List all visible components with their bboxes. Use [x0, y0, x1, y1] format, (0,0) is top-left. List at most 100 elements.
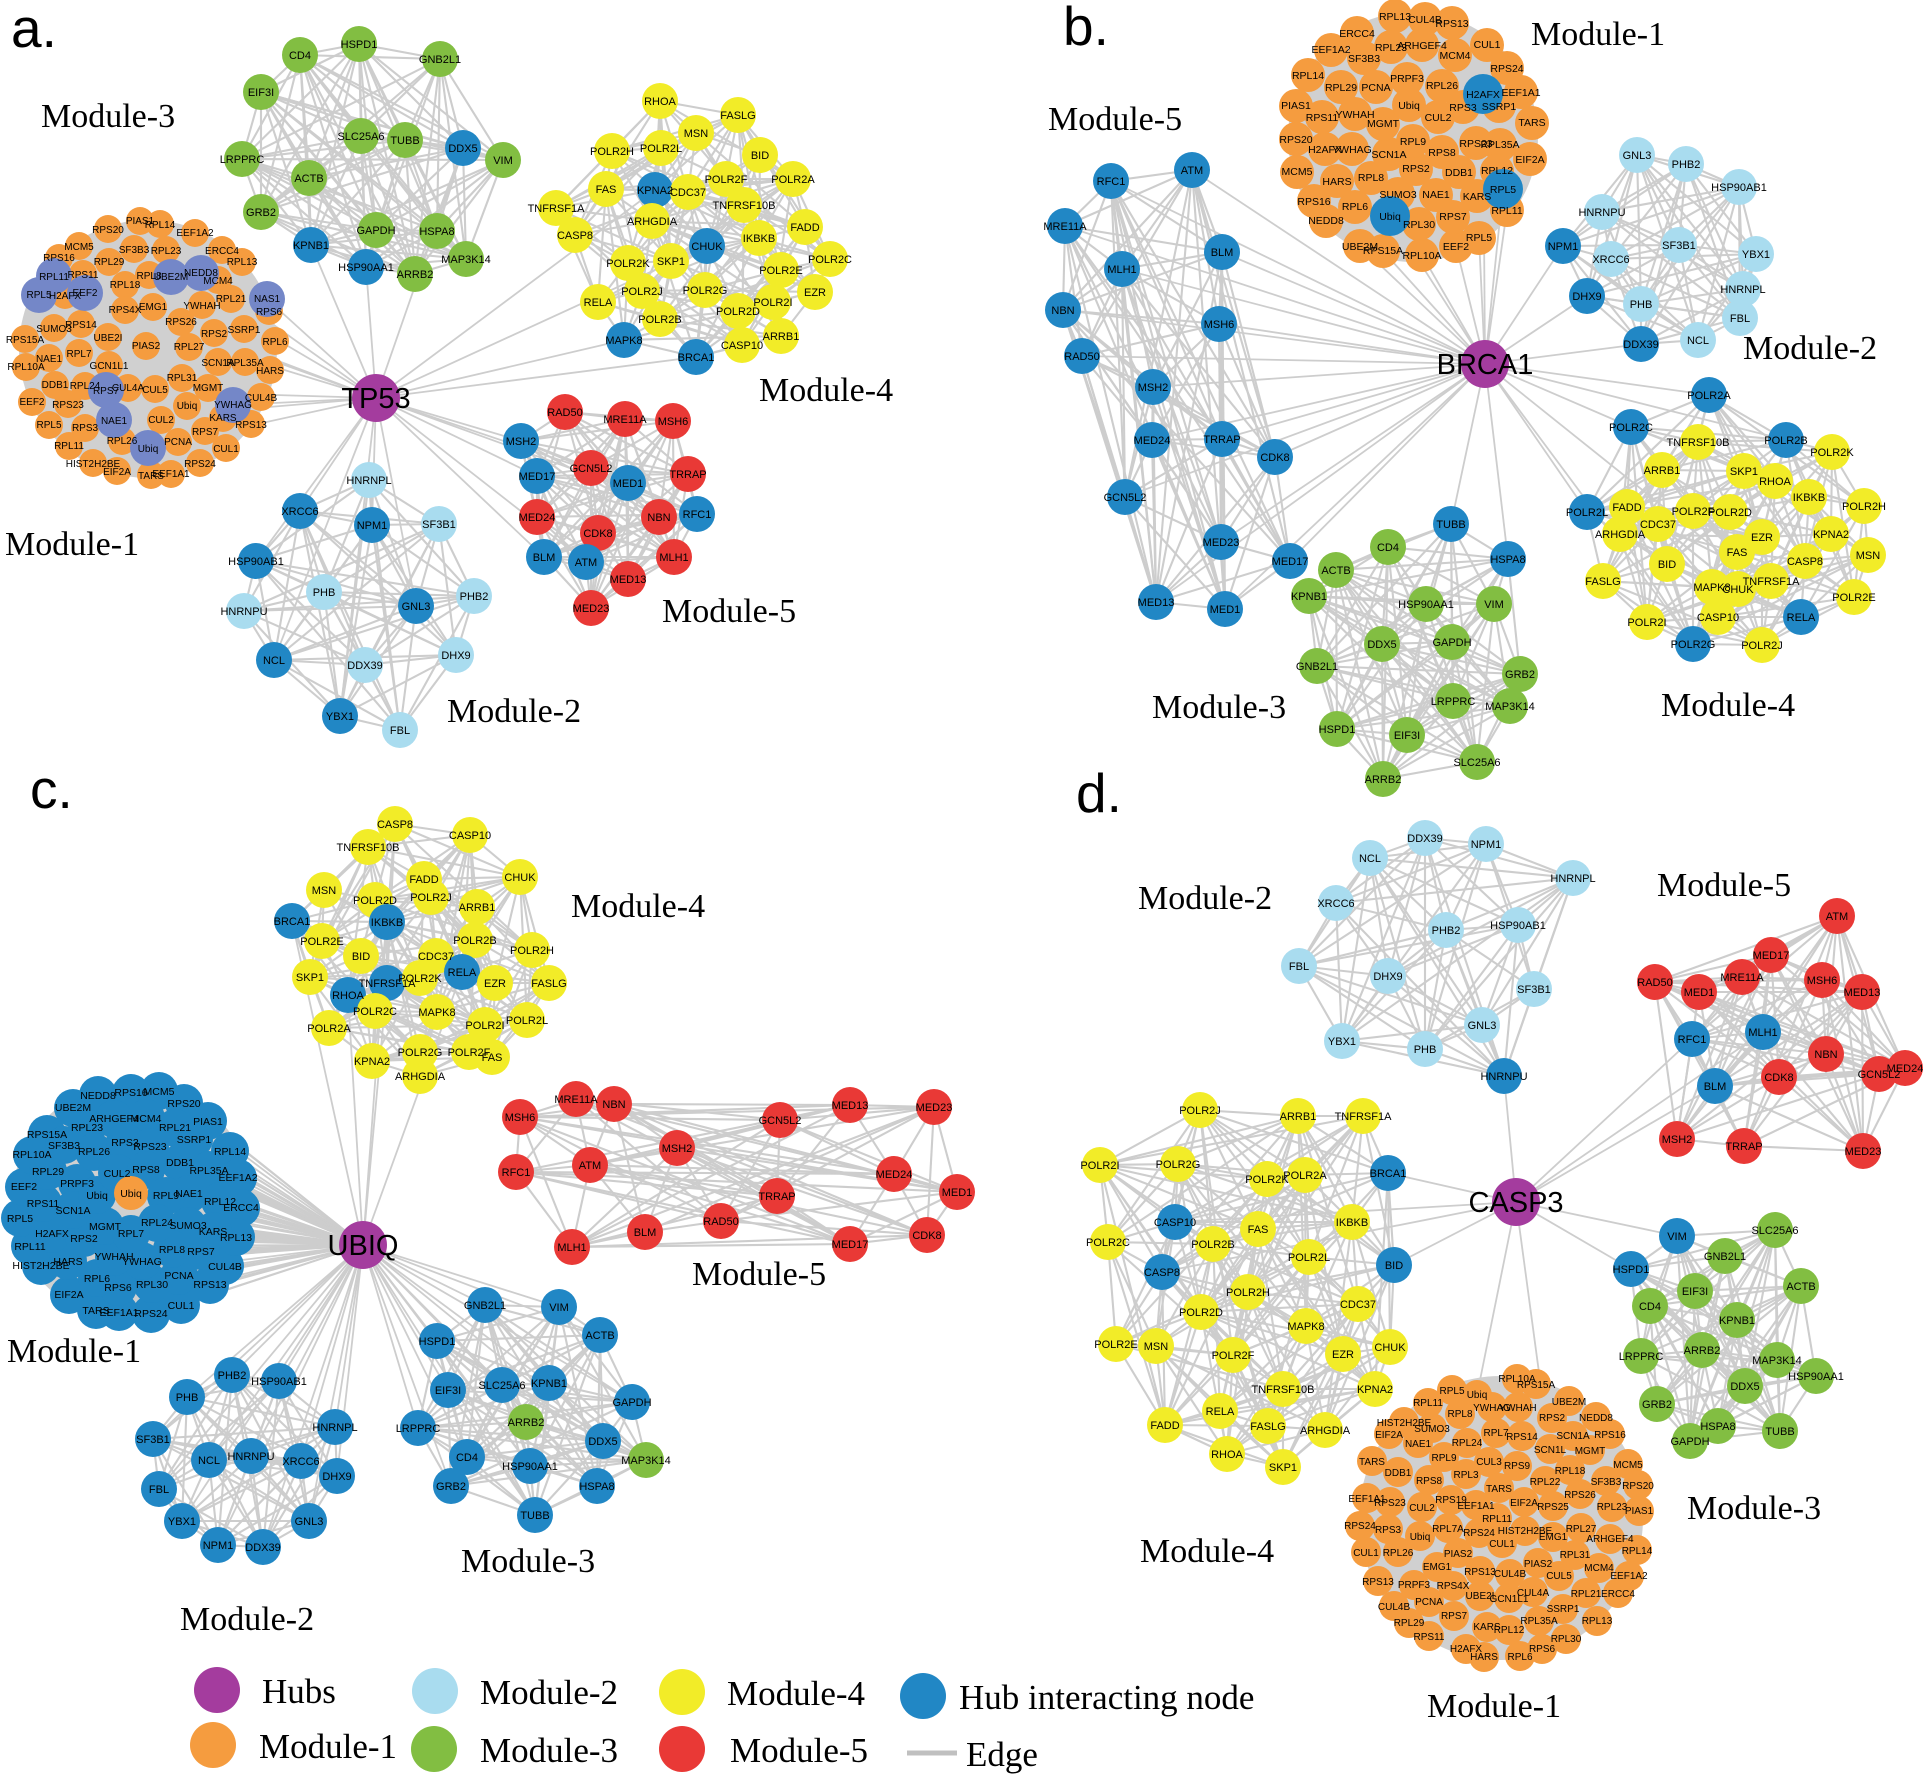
svg-text:PIAS2: PIAS2	[1524, 1559, 1553, 1570]
svg-text:HIST2H2BE: HIST2H2BE	[12, 1260, 69, 1272]
svg-text:BRCA1: BRCA1	[274, 916, 311, 928]
svg-text:ATM: ATM	[1181, 165, 1203, 177]
svg-text:SF3B3: SF3B3	[1591, 1477, 1622, 1488]
svg-text:POLR2D: POLR2D	[353, 895, 397, 907]
svg-text:RPL31: RPL31	[1560, 1550, 1591, 1561]
svg-text:CASP8: CASP8	[1144, 1267, 1180, 1279]
svg-text:POLR2E: POLR2E	[300, 936, 343, 948]
svg-text:HARS: HARS	[1322, 176, 1351, 188]
svg-text:CD4: CD4	[289, 50, 311, 62]
svg-text:MCM5: MCM5	[144, 1086, 175, 1098]
svg-text:RPS6: RPS6	[256, 307, 283, 318]
svg-text:POLR2F: POLR2F	[1672, 506, 1715, 518]
svg-text:YWHAH: YWHAH	[183, 301, 220, 312]
svg-text:POLR2K: POLR2K	[606, 258, 650, 270]
svg-text:DDX5: DDX5	[588, 1436, 617, 1448]
svg-text:RPL26: RPL26	[1426, 80, 1458, 92]
svg-text:RPL30: RPL30	[1403, 219, 1435, 231]
svg-text:EEF2: EEF2	[11, 1181, 37, 1193]
svg-text:PHB: PHB	[176, 1392, 199, 1404]
svg-text:Module-2: Module-2	[447, 693, 581, 730]
svg-text:TNFRSF1A: TNFRSF1A	[528, 203, 586, 215]
svg-text:ACTB: ACTB	[1321, 565, 1350, 577]
svg-text:Ubiq: Ubiq	[1467, 1390, 1488, 1401]
svg-text:RPL6: RPL6	[84, 1273, 110, 1285]
svg-text:RPS26: RPS26	[165, 317, 197, 328]
svg-text:FAS: FAS	[596, 184, 617, 196]
svg-text:MCM5: MCM5	[64, 242, 94, 253]
svg-text:HSP90AB1: HSP90AB1	[251, 1376, 307, 1388]
svg-text:MAPK8: MAPK8	[418, 1007, 455, 1019]
svg-text:MSH6: MSH6	[1204, 319, 1235, 331]
svg-text:RPL23: RPL23	[1597, 1502, 1628, 1513]
svg-text:PHB2: PHB2	[1432, 925, 1461, 937]
svg-text:EIF2A: EIF2A	[54, 1289, 83, 1301]
svg-text:Module-3: Module-3	[1152, 689, 1286, 726]
svg-text:HSPD1: HSPD1	[1319, 724, 1356, 736]
svg-text:UBE2M: UBE2M	[1342, 241, 1378, 253]
svg-text:MSH2: MSH2	[662, 1143, 693, 1155]
svg-text:Module-1: Module-1	[1427, 1688, 1561, 1725]
svg-text:KPNB1: KPNB1	[1719, 1315, 1755, 1327]
svg-text:FADD: FADD	[409, 874, 438, 886]
svg-text:RPL29: RPL29	[32, 1166, 64, 1178]
svg-text:RPS3: RPS3	[1449, 102, 1477, 114]
svg-text:RPS6: RPS6	[104, 1282, 132, 1294]
svg-text:KPNB1: KPNB1	[293, 240, 329, 252]
svg-text:Hubs: Hubs	[262, 1672, 336, 1711]
svg-text:RPL29: RPL29	[94, 257, 125, 268]
svg-text:RPL8: RPL8	[159, 1244, 185, 1256]
svg-text:MED17: MED17	[519, 471, 556, 483]
svg-text:MAP3K14: MAP3K14	[621, 1455, 671, 1467]
svg-text:SF3B1: SF3B1	[1662, 240, 1696, 252]
svg-text:FADD: FADD	[1150, 1420, 1179, 1432]
svg-text:RPS13: RPS13	[1435, 18, 1468, 30]
svg-text:BRCA1: BRCA1	[1437, 349, 1534, 381]
svg-text:POLR2A: POLR2A	[1687, 390, 1731, 402]
svg-text:MED1: MED1	[1210, 604, 1241, 616]
svg-text:FAS: FAS	[1727, 547, 1748, 559]
svg-text:RPL11: RPL11	[1482, 1514, 1512, 1525]
svg-text:PHB: PHB	[313, 587, 336, 599]
svg-text:ARRB1: ARRB1	[1280, 1111, 1317, 1123]
svg-text:MCM4: MCM4	[131, 1113, 162, 1125]
svg-text:MLH1: MLH1	[1748, 1027, 1777, 1039]
svg-text:HSP90AB1: HSP90AB1	[1711, 182, 1767, 194]
svg-text:CUL4A: CUL4A	[112, 383, 145, 394]
svg-text:KARS: KARS	[199, 1226, 228, 1238]
svg-text:POLR2H: POLR2H	[1226, 1287, 1270, 1299]
svg-text:RHOA: RHOA	[1759, 476, 1791, 488]
svg-text:ATM: ATM	[579, 1160, 601, 1172]
svg-text:SLC25A6: SLC25A6	[1751, 1225, 1798, 1237]
svg-text:PHB2: PHB2	[1672, 159, 1701, 171]
svg-text:DHX9: DHX9	[441, 650, 470, 662]
svg-text:CUL5: CUL5	[142, 385, 168, 396]
svg-text:NEDD8: NEDD8	[184, 268, 218, 279]
svg-text:VIM: VIM	[1667, 1231, 1687, 1243]
svg-text:FADD: FADD	[1612, 502, 1641, 514]
svg-text:TARS: TARS	[1518, 117, 1545, 129]
svg-text:CDK8: CDK8	[1764, 1072, 1793, 1084]
svg-text:POLR2H: POLR2H	[590, 146, 634, 158]
svg-text:GAPDH: GAPDH	[1670, 1436, 1709, 1448]
svg-text:Module-2: Module-2	[1743, 330, 1877, 367]
svg-text:MLH1: MLH1	[557, 1242, 586, 1254]
svg-text:HARS: HARS	[256, 366, 284, 377]
svg-text:RPL23: RPL23	[71, 1122, 103, 1134]
svg-text:ACTB: ACTB	[294, 173, 323, 185]
svg-text:RPS7: RPS7	[192, 427, 219, 438]
svg-text:HNRNPL: HNRNPL	[1720, 284, 1765, 296]
svg-text:MSH2: MSH2	[506, 436, 537, 448]
svg-text:POLR2E: POLR2E	[1094, 1339, 1137, 1351]
svg-text:RPL10A: RPL10A	[12, 1149, 51, 1161]
svg-text:DHX9: DHX9	[1373, 971, 1402, 983]
svg-text:RPL13: RPL13	[227, 257, 258, 268]
svg-text:HSPA8: HSPA8	[579, 1481, 614, 1493]
svg-text:POLR2A: POLR2A	[771, 174, 815, 186]
svg-text:GNL3: GNL3	[295, 1516, 324, 1528]
svg-text:GAPDH: GAPDH	[1432, 637, 1471, 649]
svg-text:MLH1: MLH1	[1107, 264, 1136, 276]
svg-text:YWHAH: YWHAH	[1335, 109, 1374, 121]
svg-text:RPL12: RPL12	[1481, 165, 1513, 177]
svg-text:MCM4: MCM4	[1440, 50, 1471, 62]
